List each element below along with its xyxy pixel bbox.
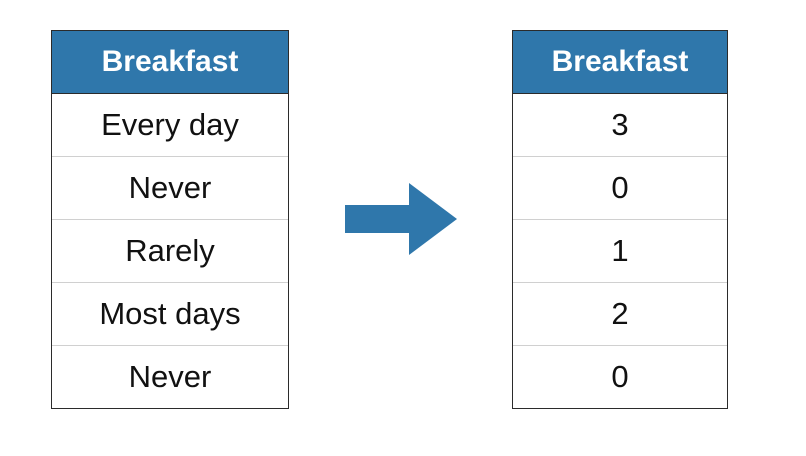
- encoded-table-cell: 0: [611, 359, 629, 394]
- encoded-table: Breakfast 3 0 1 2 0: [512, 30, 728, 409]
- encoded-table-cell: 2: [513, 283, 727, 346]
- source-table-header: Breakfast: [52, 31, 288, 94]
- encoded-table-header: Breakfast: [513, 31, 727, 94]
- source-table-cell: Rarely: [52, 220, 288, 283]
- source-table: Breakfast Every day Never Rarely Most da…: [51, 30, 289, 409]
- right-arrow-icon: [345, 183, 457, 255]
- source-table-cell: Most days: [52, 283, 288, 346]
- encoded-table-cell: 0: [513, 157, 727, 220]
- arrow-shape: [345, 183, 457, 255]
- encoded-table-cell: 1: [513, 220, 727, 283]
- encoded-table-cell: 3: [513, 94, 727, 157]
- source-table-cell: Every day: [52, 94, 288, 157]
- source-table-cell: Never: [52, 157, 288, 220]
- source-table-cell: Never: [128, 359, 212, 394]
